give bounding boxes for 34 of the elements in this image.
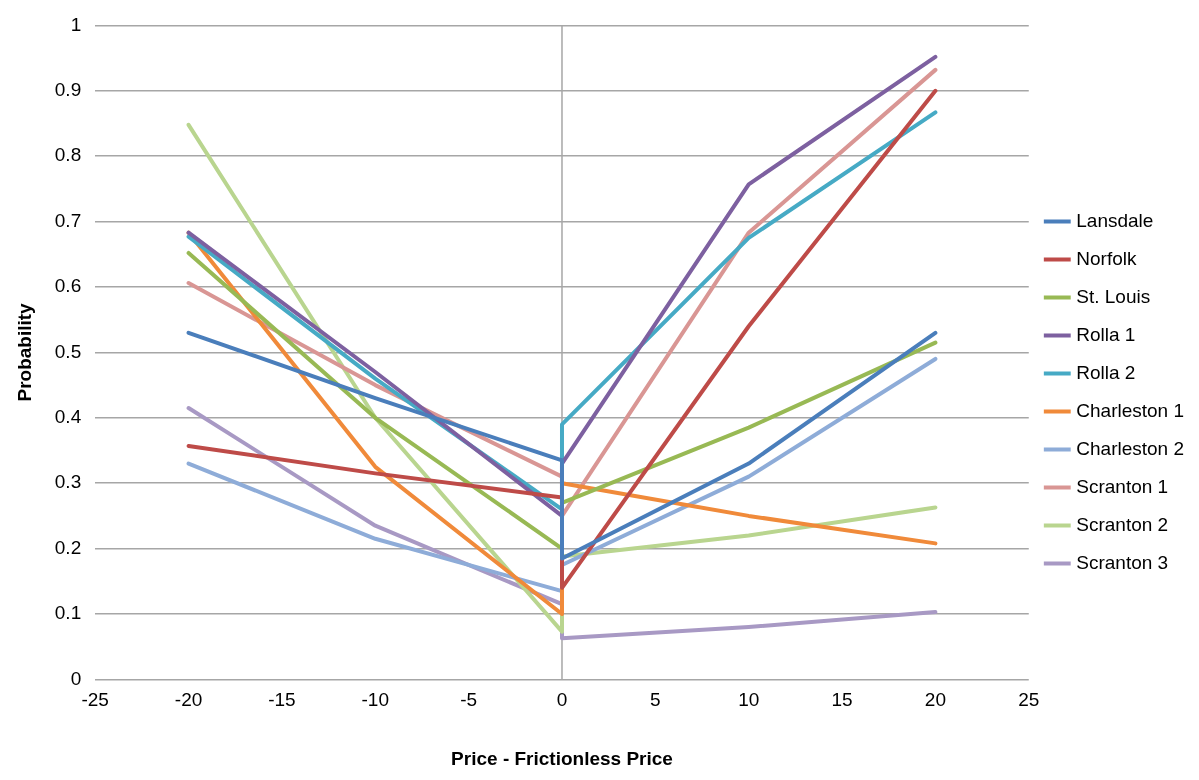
x-tick-label: 10 <box>738 689 760 711</box>
y-axis-title: Probability <box>13 302 35 402</box>
x-tick-label: -20 <box>174 689 203 711</box>
legend-label: Charleston 2 <box>1076 437 1185 459</box>
legend-label: Lansdale <box>1076 209 1154 231</box>
legend-label: Scranton 3 <box>1076 551 1169 573</box>
x-tick-label: 15 <box>831 689 853 711</box>
legend-label: Rolla 1 <box>1076 323 1136 345</box>
x-tick-label: -10 <box>361 689 390 711</box>
y-tick-label: 0.2 <box>54 536 82 558</box>
legend-label: St. Louis <box>1076 285 1151 307</box>
legend-label: Scranton 1 <box>1076 475 1169 497</box>
x-tick-label: -25 <box>81 689 109 711</box>
y-tick-label: 0.9 <box>54 79 82 101</box>
x-axis-title: Price - Frictionless Price <box>451 747 673 769</box>
x-tick-label: 20 <box>924 689 946 711</box>
y-tick-label: 0.6 <box>54 275 82 297</box>
y-tick-label: 0.4 <box>54 406 82 428</box>
y-tick-label: 0.5 <box>54 340 82 362</box>
x-tick-label: -15 <box>268 689 296 711</box>
legend-label: Charleston 1 <box>1076 399 1185 421</box>
x-tick-label: 25 <box>1018 689 1040 711</box>
x-tick-label: -5 <box>460 689 478 711</box>
x-tick-label: 0 <box>556 689 568 711</box>
y-tick-label: 0.7 <box>54 209 82 231</box>
y-tick-label: 0 <box>70 667 82 689</box>
y-tick-label: 0.1 <box>54 602 82 624</box>
y-tick-label: 0.3 <box>54 471 82 493</box>
y-tick-label: 0.8 <box>54 144 82 166</box>
y-tick-label: 1 <box>70 13 82 35</box>
x-tick-label: 5 <box>650 689 661 711</box>
legend-label: Scranton 2 <box>1076 513 1169 535</box>
legend-label: Rolla 2 <box>1076 361 1136 383</box>
legend-label: Norfolk <box>1076 247 1137 269</box>
